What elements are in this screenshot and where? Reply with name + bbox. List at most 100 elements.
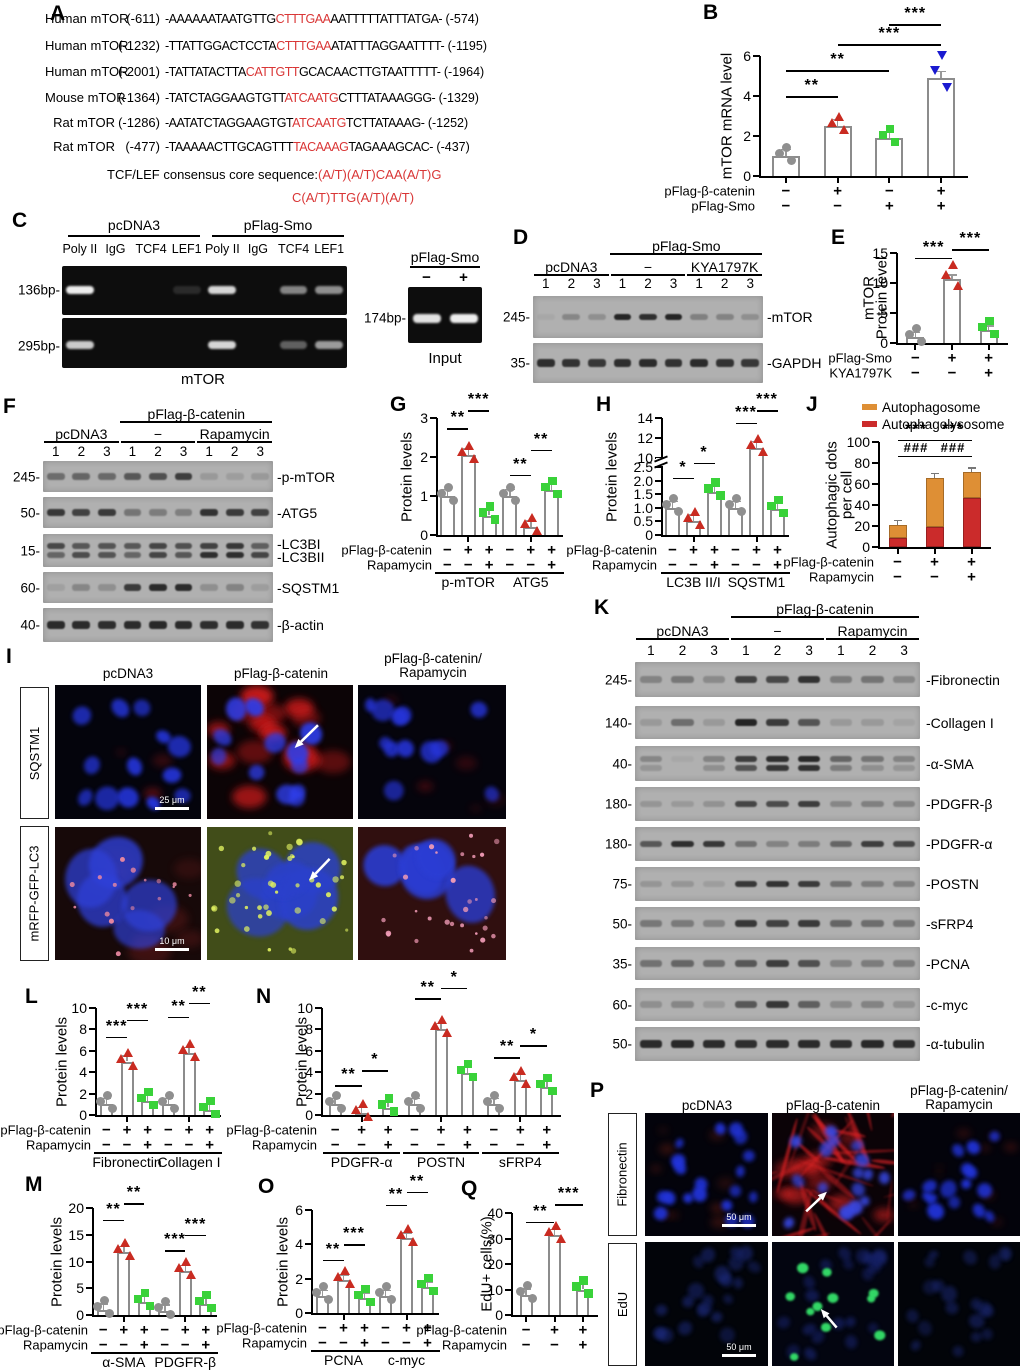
condition-symbol: − — [402, 1334, 411, 1352]
tcf-lef-core-site: ATCAATG — [284, 91, 339, 105]
lane-number: 1 — [695, 276, 703, 291]
significance-line — [889, 24, 942, 26]
blot-group-header: KYA1797K — [690, 259, 759, 275]
gel-band — [315, 286, 344, 294]
condition-row-label: pFlag-β-catenin — [566, 542, 657, 558]
y-tick — [89, 1028, 96, 1031]
condition-symbol: − — [160, 1321, 170, 1339]
data-point — [140, 1288, 150, 1298]
significance-label: *** — [878, 25, 901, 42]
y-tick-label: 6 — [79, 1042, 87, 1059]
blot-group-underline — [687, 274, 762, 276]
data-point — [584, 1289, 593, 1298]
condition-symbol: + — [542, 1136, 552, 1154]
blot-band — [72, 584, 91, 591]
blot-group-underline — [826, 638, 919, 640]
blot-band — [798, 676, 821, 683]
x-tick — [122, 1317, 125, 1322]
condition-symbol: − — [443, 541, 452, 559]
blot-band — [798, 1040, 821, 1048]
blot-band — [664, 313, 683, 321]
data-point — [137, 1093, 146, 1103]
significance-label: *** — [467, 391, 490, 409]
condition-symbol: − — [781, 182, 791, 200]
micrograph-image — [207, 827, 353, 960]
blot-band — [671, 1001, 694, 1008]
y-tick-label: 2.0 — [633, 472, 653, 489]
lane-number: 1 — [542, 276, 550, 291]
data-point — [782, 142, 792, 152]
sequence-species-label: Human mTOR — [45, 38, 129, 53]
condition-symbol: + — [542, 1121, 552, 1139]
data-point — [521, 1078, 532, 1088]
y-tick — [315, 1071, 322, 1074]
data-point — [185, 1038, 195, 1048]
blot-protein-label: -sFRP4 — [926, 915, 974, 932]
lane-number: 2 — [77, 444, 86, 459]
micrograph-image: 50 μm — [645, 1113, 768, 1236]
data-point — [464, 441, 475, 451]
significance-label: * — [679, 458, 687, 476]
annotation-arrow — [805, 1191, 827, 1213]
gel-band — [172, 286, 201, 294]
x-tick — [784, 178, 787, 183]
y-tick-label: 0 — [76, 1307, 84, 1323]
significance-label: ** — [513, 455, 528, 473]
y-tick — [86, 1287, 93, 1290]
y-tick-label: 60 — [854, 476, 870, 492]
x-tick — [987, 345, 990, 350]
lane-number: 2 — [678, 643, 687, 658]
group-label: sFRP4 — [498, 1154, 542, 1170]
significance-line — [934, 439, 972, 442]
blot-band — [664, 359, 683, 367]
data-point — [543, 1226, 554, 1236]
blot-band — [893, 960, 916, 967]
bar — [548, 1234, 561, 1315]
error-whisker — [987, 325, 990, 331]
scale-bar — [155, 948, 189, 951]
scale-bar — [722, 1354, 756, 1357]
lane-number: 2 — [773, 643, 782, 658]
y-tick — [305, 1312, 312, 1314]
error-whisker — [582, 1283, 584, 1290]
sequence-position: (-2001) — [118, 64, 160, 79]
y-tick — [655, 417, 662, 419]
error-whisker — [546, 1080, 548, 1088]
blot-band — [200, 542, 219, 549]
blot-band — [829, 755, 852, 762]
blot-band — [703, 719, 726, 726]
data-point — [312, 1288, 321, 1298]
condition-row-label: pFlag-Smo — [828, 350, 892, 366]
blot-band — [893, 880, 916, 888]
data-point — [541, 482, 550, 492]
blot-band — [639, 800, 662, 808]
blot-group-underline — [610, 274, 686, 276]
panel-letter-o: O — [258, 1175, 275, 1198]
error-whisker — [530, 520, 532, 528]
blot-band — [703, 840, 726, 848]
data-point — [725, 500, 734, 510]
column-header: pFlag-β-catenin/ — [910, 1083, 1008, 1098]
panel-letter-g: G — [390, 393, 407, 416]
condition-symbol: − — [668, 556, 677, 574]
scale-bar-label: 10 μm — [159, 936, 184, 946]
condition-symbol: − — [489, 1136, 499, 1154]
y-tick-label: 6 — [743, 48, 751, 64]
blot-band — [46, 473, 65, 480]
blot-band — [861, 960, 884, 967]
condition-symbol: − — [339, 1334, 348, 1352]
blot-band — [587, 359, 606, 367]
blot-band — [766, 764, 789, 771]
y-axis — [95, 1008, 97, 1115]
blot-band — [893, 1001, 916, 1008]
y-tick — [872, 462, 879, 464]
error-whisker — [105, 1097, 108, 1105]
blot-band — [734, 960, 757, 967]
blot-group-header: pFlag-β-catenin — [147, 406, 246, 422]
blot-band — [861, 676, 884, 683]
group-underline — [94, 1152, 160, 1154]
data-point — [395, 1230, 406, 1240]
significance-label: ** — [171, 997, 186, 1015]
data-point — [543, 1073, 552, 1083]
micrograph-edu-bcatenin — [772, 1242, 894, 1366]
